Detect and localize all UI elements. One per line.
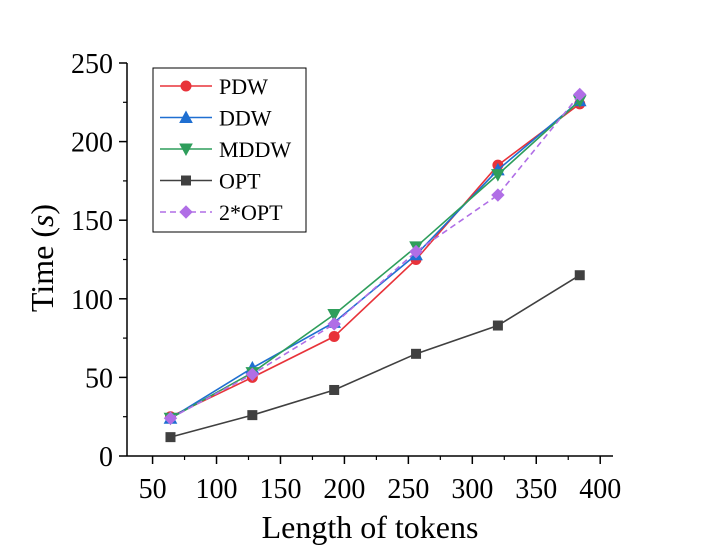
series-line-pdw (170, 103, 581, 418)
legend-label: MDDW (219, 137, 291, 162)
data-point-opt (574, 270, 585, 281)
data-point-opt (329, 384, 340, 395)
series-line-mddw (170, 100, 581, 419)
x-tick-label: 300 (451, 474, 493, 505)
legend-marker (179, 110, 193, 123)
data-point-pdw (328, 331, 340, 343)
x-tick-label: 200 (323, 474, 365, 505)
series-layer (163, 87, 587, 443)
data-point-2-opt (409, 244, 423, 259)
data-point-mddw (327, 309, 342, 322)
legend-label: DDW (219, 106, 272, 131)
data-point-opt (411, 348, 422, 359)
series-line-opt (170, 274, 581, 438)
data-point-mddw (491, 169, 505, 182)
y-axis-ticks: 0 50 100 150 200 250 (71, 49, 127, 473)
legend-item-mddw: MDDW (160, 137, 291, 162)
legend-marker (179, 143, 193, 157)
series-opt (165, 270, 585, 443)
y-axis-label: Time (s) (24, 204, 60, 312)
x-tick-label: 350 (515, 474, 557, 505)
x-tick-label: 250 (387, 474, 429, 505)
legend-item-ddw: DDW (160, 106, 272, 131)
legend-marker (179, 205, 193, 219)
data-point-opt (247, 410, 258, 421)
x-tick-label: 50 (139, 474, 167, 505)
legend-marker (181, 175, 191, 186)
y-tick-label: 50 (85, 363, 113, 394)
y-tick-label: 0 (99, 442, 113, 473)
data-point-2-opt (491, 188, 505, 202)
data-point-opt (165, 432, 176, 443)
y-tick-label: 150 (71, 206, 113, 237)
series-2-opt (163, 87, 587, 425)
data-point-2-opt (327, 317, 341, 331)
data-point-opt (492, 320, 503, 331)
legend: PDW DDW MDDW OPT 2*OPT (152, 67, 307, 233)
data-point-2-opt (163, 411, 178, 425)
legend-item-opt: OPT (160, 169, 261, 194)
legend-label: 2*OPT (219, 200, 283, 225)
x-axis-ticks: 50 100 150 200 250 300 350 400 (139, 456, 621, 505)
data-point-2-opt (573, 87, 587, 102)
legend-label: PDW (219, 74, 268, 99)
x-tick-label: 100 (196, 474, 238, 505)
legend-item-2-opt: 2*OPT (160, 200, 283, 225)
legend-item-pdw: PDW (160, 74, 268, 99)
y-tick-label: 250 (71, 49, 113, 80)
x-axis-label: Length of tokens (262, 509, 479, 545)
x-tick-label: 150 (259, 474, 301, 505)
legend-marker (180, 80, 192, 92)
legend-label: OPT (219, 169, 261, 194)
x-tick-label: 400 (579, 474, 621, 505)
series-line-2-opt (170, 93, 581, 419)
legend-box (152, 67, 307, 233)
y-tick-label: 100 (71, 285, 113, 316)
y-tick-label: 200 (71, 128, 113, 159)
data-point-2-opt (245, 367, 260, 381)
